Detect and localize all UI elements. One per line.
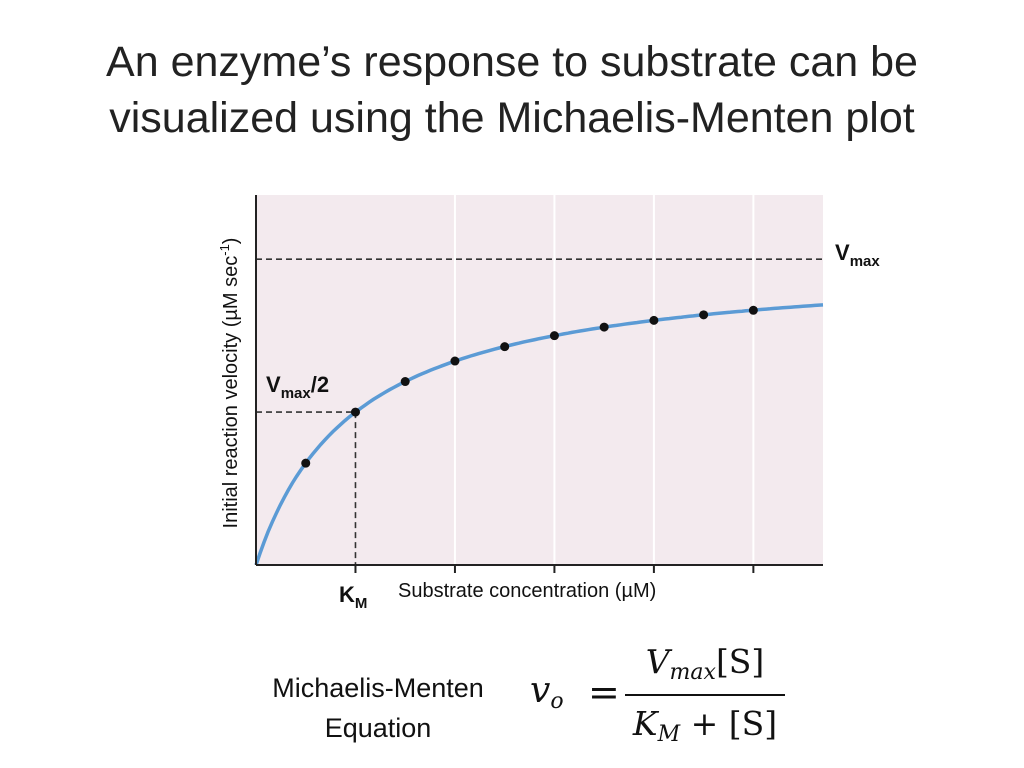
formula-equals: =	[588, 670, 620, 714]
michaelis-menten-curve	[254, 303, 824, 566]
equation-label-line-2: Equation	[324, 713, 432, 743]
data-point	[599, 322, 609, 332]
page-title: An enzyme’s response to substrate can be…	[0, 34, 1024, 146]
formula-numerator: Vmax[S]	[645, 642, 765, 685]
x-axis-ticks	[354, 565, 755, 573]
equation-label: Michaelis-Menten Equation	[238, 668, 518, 748]
equation-label-line-1: Michaelis-Menten	[272, 673, 484, 703]
data-point	[450, 356, 460, 366]
title-line-1: An enzyme’s response to substrate can be	[106, 38, 918, 86]
data-point	[549, 331, 559, 341]
formula-lhs: vo	[530, 670, 564, 714]
data-point	[649, 315, 659, 325]
x-axis-label: Substrate concentration (µM)	[398, 580, 656, 602]
title-line-2: visualized using the Michaelis-Menten pl…	[109, 94, 915, 142]
gridlines	[453, 195, 755, 565]
plot-area	[256, 195, 823, 565]
data-point	[748, 305, 758, 315]
data-point	[350, 407, 360, 417]
data-points	[301, 305, 758, 468]
data-point	[301, 458, 311, 468]
y-axis-label: Initial reaction velocity (µM sec-1)	[217, 238, 242, 529]
data-point	[500, 342, 510, 352]
vmax-label: Vmax	[835, 240, 880, 270]
data-point	[699, 310, 709, 320]
km-label: KM	[339, 582, 367, 612]
half-vmax-label: Vmax/2	[266, 372, 329, 402]
formula-denominator: KM + [S]	[632, 704, 778, 747]
michaelis-menten-formula: vo = Vmax[S] KM + [S]	[530, 640, 800, 755]
formula-fraction: Vmax[S] KM + [S]	[625, 640, 785, 751]
data-point	[400, 377, 410, 387]
michaelis-menten-chart: Initial reaction velocity (µM sec-1) Sub…	[217, 195, 880, 612]
fraction-bar	[625, 694, 785, 696]
